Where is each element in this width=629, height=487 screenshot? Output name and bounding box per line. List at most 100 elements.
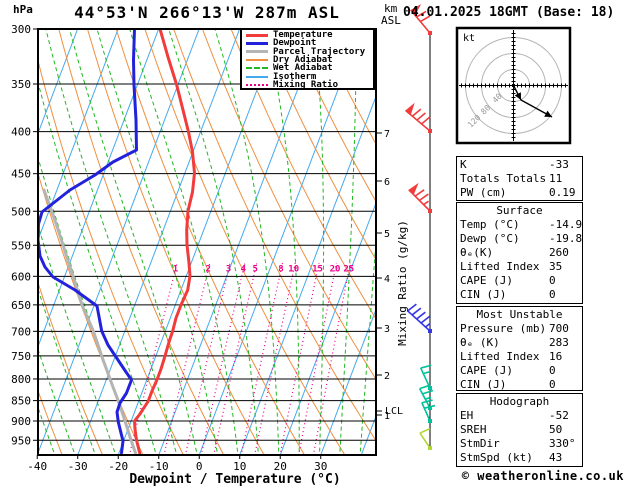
chart-border — [37, 28, 377, 456]
temperature-tick-label: 0 — [196, 460, 203, 473]
mixing-ratio-line — [184, 262, 231, 455]
panel-title: Most Unstable — [476, 308, 563, 321]
row-label: CIN (J) — [460, 288, 507, 301]
row-label: PW (cm) — [460, 186, 507, 199]
row-value: 43 — [549, 451, 563, 464]
dry-adiabat-line-sample — [246, 59, 268, 62]
wet-adiabat-line — [314, 29, 325, 455]
table-row: Lifted Index 16 — [460, 350, 579, 364]
row-label: Totals Totals — [460, 172, 547, 185]
pressure-tick-label: 600 — [11, 270, 31, 283]
panel-title: Surface — [496, 204, 543, 217]
row-value: 283 — [549, 336, 569, 349]
row-value: 11 — [549, 172, 563, 185]
wet-adiabat-line-sample — [246, 67, 268, 70]
mixing-ratio-value-label: 1 — [173, 265, 178, 275]
wind-barb-icon — [404, 102, 432, 133]
row-value: 0 — [549, 274, 556, 287]
hodograph-arrowhead — [544, 110, 552, 117]
legend-label: Temperature — [273, 30, 333, 41]
row-value: 700 — [549, 322, 569, 335]
isotherm-line — [38, 29, 160, 348]
row-value: 0.19 — [549, 186, 576, 199]
mixing-ratio-axis-title: Mixing Ratio (g/kg) — [396, 220, 409, 346]
isotherm-line-sample — [246, 75, 268, 78]
dry-adiabat-line — [259, 29, 376, 261]
row-label: CIN (J) — [460, 378, 507, 391]
hodograph-arrowhead — [514, 92, 521, 100]
altitude-tick-label: 7 — [384, 129, 390, 140]
temperature-tick-label: 10 — [233, 460, 246, 473]
row-value: -33 — [549, 158, 569, 171]
isotherm-line — [239, 95, 376, 455]
pressure-tick-label: 950 — [11, 434, 31, 447]
row-label: Lifted Index — [460, 260, 540, 273]
legend-label: Dewpoint — [273, 38, 317, 49]
mixing-ratio-line — [213, 262, 258, 455]
table-row: CAPE (J) 0 — [460, 364, 579, 378]
table-row: Lifted Index 35 — [460, 260, 579, 274]
mixing-ratio-line-sample — [246, 83, 268, 86]
legend-label: Parcel Trajectory — [273, 46, 366, 57]
table-row: StmDir 330° — [460, 437, 579, 451]
row-value: -52 — [549, 409, 569, 422]
row-label: Pressure (mb) — [460, 322, 547, 335]
legend-item-dewpoint: Dewpoint — [246, 38, 373, 49]
table-row: CAPE (J) 0 — [460, 274, 579, 288]
wet-adiabat-line — [45, 29, 178, 455]
mixing-ratio-line — [200, 262, 246, 455]
mixing-ratio-value-label: 8 — [278, 265, 283, 275]
legend: Temperature Dewpoint Parcel Trajectory D… — [240, 28, 375, 90]
altitude-tick-label: 1 — [384, 411, 390, 422]
altitude-unit-km: km — [384, 2, 398, 15]
hodograph-ring-label: 80 — [479, 103, 492, 116]
table-row: PW (cm) 0.19 — [460, 186, 579, 200]
hodograph-ring-label: 120 — [466, 113, 483, 130]
isotherm-line — [320, 308, 376, 455]
legend-label: Mixing Ratio — [273, 79, 339, 90]
mixing-ratio-value-label: 15 — [312, 265, 323, 275]
isotherm-line — [77, 29, 241, 455]
pressure-tick-label: 450 — [11, 168, 31, 181]
pressure-tick-label: 850 — [11, 395, 31, 408]
chart-background — [38, 29, 376, 455]
altitude-tick-label: 3 — [384, 324, 390, 335]
temperature-tick-label: -40 — [27, 460, 47, 473]
temperature-curve — [133, 29, 196, 455]
x-axis-title: Dewpoint / Temperature (°C) — [129, 472, 341, 487]
table-row: Dewp (°C) -19.8 — [460, 232, 582, 246]
indices-panel: K -33 Totals Totals 11 PW (cm) 0.19 — [456, 156, 583, 201]
legend-label: Dry Adiabat — [273, 55, 333, 66]
wind-barb-icon — [408, 182, 432, 213]
pressure-tick-label: 350 — [11, 78, 31, 91]
dry-adiabat-line — [201, 29, 376, 381]
temperature-tick-label: -20 — [108, 460, 128, 473]
hodograph-border — [455, 26, 572, 145]
temperature-tick-label: -30 — [68, 460, 88, 473]
row-label: SREH — [460, 423, 487, 436]
legend-item-mixing-ratio: Mixing Ratio — [246, 79, 373, 90]
pressure-tick-label: 400 — [11, 126, 31, 139]
lcl-label: LCL — [385, 406, 404, 417]
wet-adiabat-line — [339, 29, 357, 455]
row-value: 0 — [549, 288, 556, 301]
surface-panel: Surface Temp (°C) -14.9 Dewp (°C) -19.8 θₑ… — [456, 202, 583, 304]
table-row: SREH 50 — [460, 423, 579, 437]
table-row: EH -52 — [460, 409, 579, 423]
pressure-unit-label: hPa — [13, 3, 33, 16]
mixing-ratio-value-label: 5 — [252, 265, 257, 275]
row-value: 16 — [549, 350, 563, 363]
table-row: CIN (J) 0 — [460, 378, 579, 392]
row-label: Lifted Index — [460, 350, 540, 363]
row-label: θₑ (K) — [460, 336, 500, 349]
dry-adiabat-line — [144, 29, 346, 455]
wind-barb-icon — [419, 364, 432, 390]
page-title: 44°53'N 266°13'W 287m ASL — [74, 3, 340, 22]
legend-item-wet-adiabat: Wet Adiabat — [246, 64, 373, 73]
altitude-tick-label: 6 — [384, 177, 390, 188]
dry-adiabat-line — [58, 29, 225, 455]
pressure-tick-label: 500 — [11, 205, 31, 218]
wind-barb-icon — [418, 384, 434, 410]
altitude-tick-label: 5 — [384, 229, 390, 240]
mixing-ratio-line — [298, 262, 337, 455]
